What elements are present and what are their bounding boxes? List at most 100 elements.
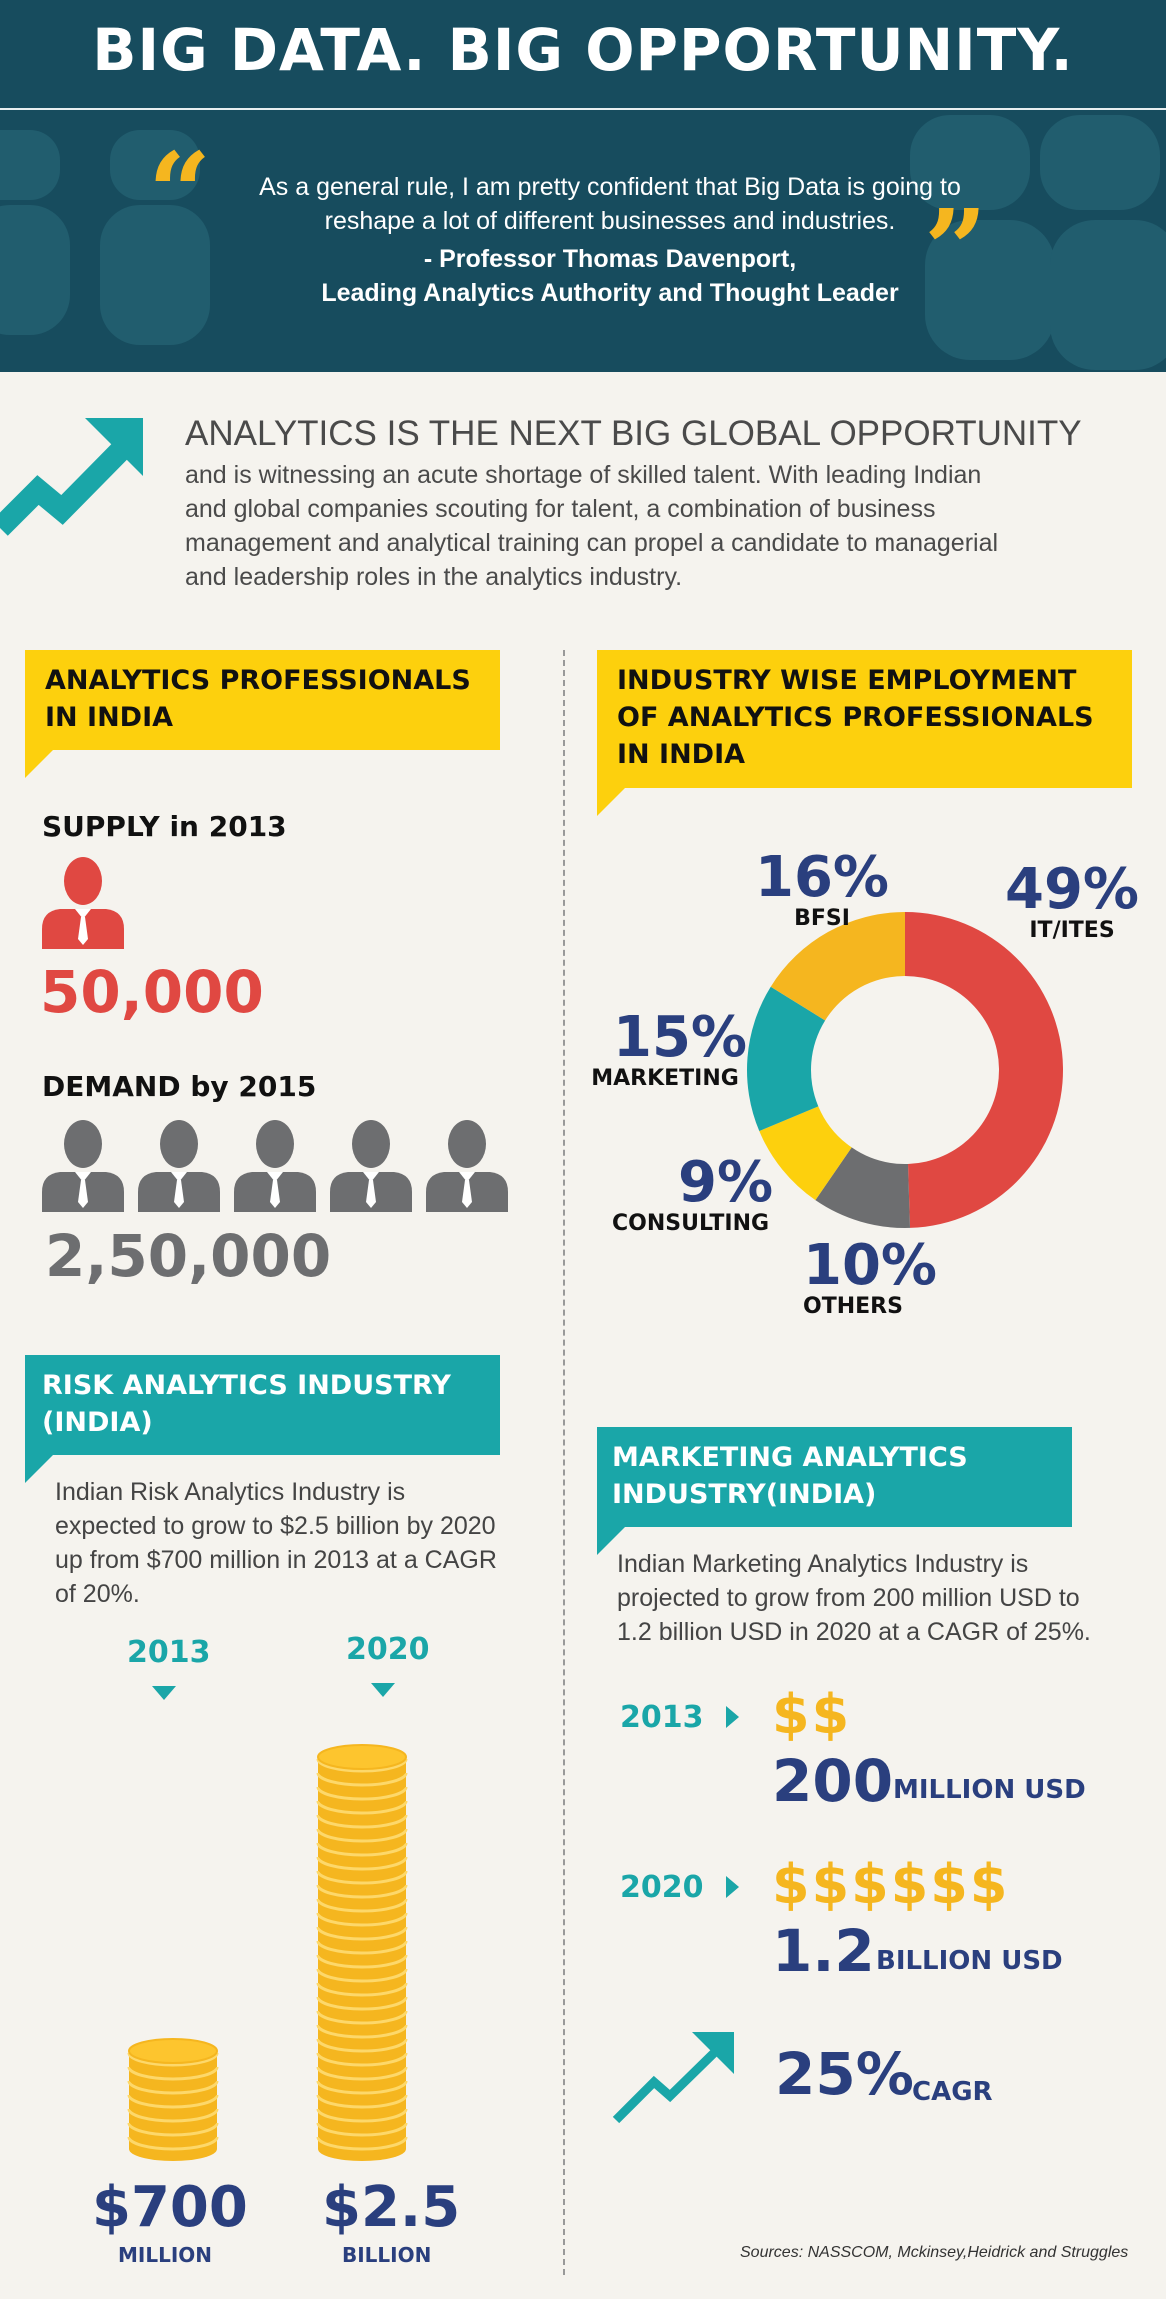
quote-line-2: reshape a lot of different businesses an… — [324, 207, 896, 235]
marketing-year-2013: 2013 — [620, 1700, 704, 1735]
banner-tail-icon — [597, 1525, 627, 1555]
header-divider — [0, 108, 1166, 110]
marketing-unit-2013: MILLION USD — [893, 1775, 1086, 1805]
demand-people — [42, 1120, 522, 1215]
pointer-right-icon — [726, 1706, 739, 1728]
demand-label: DEMAND by 2015 — [42, 1070, 316, 1103]
industry-banner-text: INDUSTRY WISE EMPLOYMENT OF ANALYTICS PR… — [617, 662, 1094, 773]
marketing-unit-2020: BILLION USD — [876, 1946, 1063, 1976]
risk-banner — [25, 1355, 500, 1455]
quote-background-marks-icon — [0, 115, 1166, 370]
coin-stack — [127, 2038, 219, 2161]
pointer-down-icon — [152, 1686, 176, 1700]
risk-body: Indian Risk Analytics Industry is expect… — [55, 1475, 545, 1611]
risk-year-2020: 2020 — [346, 1632, 430, 1667]
growth-arrow-icon — [612, 2032, 734, 2124]
risk-value-2013: $700 — [92, 2175, 248, 2240]
risk-body-line-3: up from $700 million in 2013 at a CAGR — [55, 1546, 497, 1574]
marketing-dollars-2020: $$$$$$ — [772, 1853, 1010, 1916]
demand-label-rest: by 2015 — [180, 1070, 317, 1103]
marketing-banner-line-1: MARKETING ANALYTICS — [612, 1442, 968, 1473]
quote-line-1: As a general rule, I am pretty confident… — [259, 173, 961, 201]
risk-body-line-4: of 20%. — [55, 1580, 140, 1608]
coin-stack — [316, 1744, 408, 2161]
marketing-percent: 15% — [613, 1005, 748, 1070]
open-quote-icon: “ — [148, 128, 212, 257]
marketing-body-line-2: projected to grow from 200 million USD t… — [617, 1584, 1080, 1612]
demand-label-bold: DEMAND — [42, 1070, 181, 1103]
supply-label-rest: in 2013 — [159, 810, 287, 843]
consulting-percent: 9% — [678, 1150, 774, 1215]
others-callout: 10% OTHERS — [803, 1233, 938, 1320]
pointer-right-icon — [726, 1876, 739, 1898]
coin-stacks-icon — [127, 1744, 408, 2161]
marketing-body: Indian Marketing Analytics Industry is p… — [617, 1547, 1157, 1649]
industry-banner-line-3: IN INDIA — [617, 739, 746, 770]
supply-value: 50,000 — [40, 958, 264, 1026]
industry-banner — [597, 650, 1132, 788]
consulting-callout: 9% CONSULTING — [608, 1150, 774, 1237]
professionals-banner — [25, 650, 500, 750]
supply-label-bold: SUPPLY — [42, 810, 160, 843]
header-bar — [0, 0, 1166, 108]
quote-author: - Professor Thomas Davenport, Leading An… — [190, 242, 1030, 310]
person-icon — [330, 1120, 412, 1212]
person-icon — [426, 1120, 508, 1212]
others-label: OTHERS — [803, 1294, 903, 1319]
quote-text: As a general rule, I am pretty confident… — [190, 170, 1030, 238]
quote-author-name: - Professor Thomas Davenport, — [423, 245, 797, 273]
industry-donut-chart — [747, 912, 1063, 1228]
marketing-body-line-1: Indian Marketing Analytics Industry is — [617, 1550, 1029, 1578]
consulting-label: CONSULTING — [612, 1211, 770, 1236]
supply-label: SUPPLY in 2013 — [42, 810, 287, 843]
banner-tail-icon — [25, 748, 55, 778]
marketing-banner-text: MARKETING ANALYTICS INDUSTRY(INDIA) — [612, 1439, 968, 1513]
donut-slice-bfsi — [770, 912, 905, 1021]
risk-unit-2020: BILLION — [342, 2243, 432, 2267]
it-ites-percent: 49% — [1005, 857, 1140, 922]
marketing-dollars-2013: $$ — [772, 1683, 852, 1746]
person-icon — [42, 857, 124, 949]
close-quote-icon: ” — [924, 185, 988, 314]
industry-banner-line-2: OF ANALYTICS PROFESSIONALS — [617, 702, 1094, 733]
marketing-year-2020: 2020 — [620, 1870, 704, 1905]
person-icon — [138, 1120, 220, 1212]
professionals-banner-line-2: IN INDIA — [45, 702, 174, 733]
marketing-banner — [597, 1427, 1072, 1527]
intro-line-3: management and analytical training can p… — [185, 529, 999, 557]
bfsi-callout: 16% BFSI — [755, 850, 889, 932]
others-percent: 10% — [803, 1233, 938, 1298]
intro-line-1: and is witnessing an acute shortage of s… — [185, 461, 982, 489]
marketing-label: MARKETING — [591, 1066, 739, 1091]
pointer-down-icon — [371, 1683, 395, 1697]
intro-title: ANALYTICS IS THE NEXT BIG GLOBAL OPPORTU… — [185, 414, 1082, 453]
marketing-value-2020: 1.2 — [772, 1917, 875, 1985]
it-ites-label: IT/ITES — [1029, 918, 1115, 943]
banner-tail-icon — [25, 1453, 55, 1483]
quote-author-title: Leading Analytics Authority and Thought … — [321, 279, 899, 307]
cagr-label: CAGR — [912, 2077, 993, 2107]
risk-year-2013: 2013 — [127, 1635, 211, 1670]
bfsi-label: BFSI — [794, 906, 850, 931]
risk-banner-text: RISK ANALYTICS INDUSTRY (INDIA) — [42, 1367, 451, 1441]
page-title: BIG DATA. BIG OPPORTUNITY. — [92, 16, 1074, 84]
intro-line-2: and global companies scouting for talent… — [185, 495, 936, 523]
professionals-banner-text: ANALYTICS PROFESSIONALS IN INDIA — [45, 662, 471, 736]
marketing-banner-line-2: INDUSTRY(INDIA) — [612, 1479, 877, 1510]
industry-banner-line-1: INDUSTRY WISE EMPLOYMENT — [617, 665, 1077, 696]
intro-line-4: and leadership roles in the analytics in… — [185, 563, 683, 591]
it-ites-callout: 49% IT/ITES — [1005, 857, 1140, 944]
cagr-value: 25% — [775, 2040, 914, 2108]
risk-body-line-2: expected to grow to $2.5 billion by 2020 — [55, 1512, 496, 1540]
quote-band — [0, 110, 1166, 372]
column-divider — [563, 650, 565, 2275]
donut-slice-it-ites — [905, 912, 1063, 1228]
intro-body: and is witnessing an acute shortage of s… — [185, 458, 1105, 594]
marketing-body-line-3: 1.2 billion USD in 2020 at a CAGR of 25%… — [617, 1618, 1091, 1646]
person-icon — [234, 1120, 316, 1212]
person-icon — [42, 1120, 124, 1212]
risk-unit-2013: MILLION — [118, 2243, 213, 2267]
donut-slice-consulting — [759, 1106, 852, 1201]
marketing-callout: 15% MARKETING — [583, 1005, 748, 1092]
risk-banner-line-1: RISK ANALYTICS INDUSTRY — [42, 1370, 451, 1401]
